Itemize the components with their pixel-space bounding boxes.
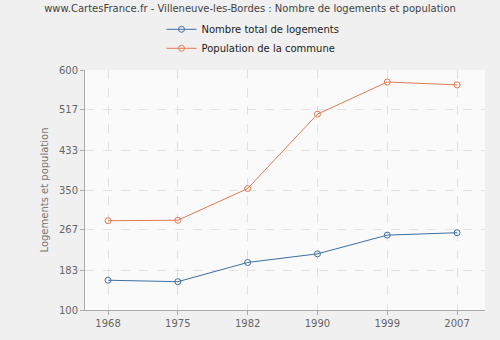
svg-text:350: 350 [59, 185, 78, 196]
svg-text:600: 600 [59, 65, 78, 76]
svg-text:1990: 1990 [305, 318, 330, 329]
svg-text:100: 100 [59, 305, 78, 316]
svg-text:Logements et population: Logements et population [39, 127, 50, 252]
svg-text:267: 267 [59, 224, 78, 235]
svg-text:517: 517 [59, 104, 78, 115]
svg-text:1968: 1968 [95, 318, 120, 329]
svg-text:www.CartesFrance.fr - Villeneu: www.CartesFrance.fr - Villeneuve-les-Bor… [44, 3, 456, 14]
svg-text:Nombre total de logements: Nombre total de logements [202, 24, 339, 35]
svg-text:1999: 1999 [375, 318, 400, 329]
svg-text:Population de la commune: Population de la commune [202, 43, 335, 54]
svg-text:1982: 1982 [235, 318, 260, 329]
svg-text:2007: 2007 [444, 318, 469, 329]
svg-text:433: 433 [59, 145, 78, 156]
svg-text:1975: 1975 [165, 318, 190, 329]
svg-text:183: 183 [59, 265, 78, 276]
